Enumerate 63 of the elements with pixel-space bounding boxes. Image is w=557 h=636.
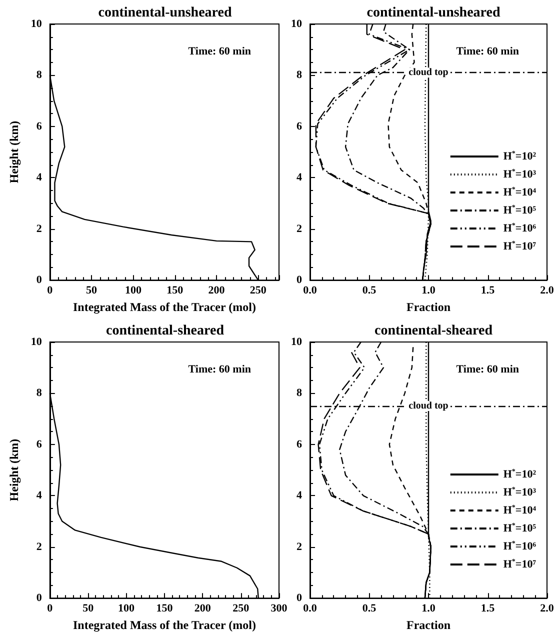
- x-tick-label: 0.0: [303, 602, 318, 615]
- x-tick-label: 200: [194, 602, 212, 615]
- annotation: Time: 60 min: [188, 364, 252, 376]
- x-tick-label: 0.5: [362, 602, 377, 615]
- y-tick-label: 4: [296, 490, 302, 502]
- y-tick-label: 10: [291, 18, 302, 30]
- x-tick-label: 1.0: [422, 602, 436, 615]
- chart-title: continental-unsheared: [98, 6, 232, 20]
- x-tick-label: 1.5: [480, 284, 496, 297]
- y-tick-label: 6: [296, 120, 302, 132]
- y-tick-label: 4: [36, 490, 42, 502]
- x-tick-label: 50: [86, 284, 98, 297]
- y-axis-title: Height (km): [7, 438, 21, 502]
- y-tick-label: 2: [296, 540, 302, 553]
- x-tick-label: 50: [82, 602, 94, 615]
- y-tick-label: 4: [296, 172, 302, 184]
- chart-title: continental-sheared: [106, 324, 224, 338]
- chart-title: continental-sheared: [374, 324, 493, 338]
- x-tick-label: 100: [124, 284, 142, 297]
- x-tick-label: 300: [270, 602, 288, 615]
- x-tick-label: 250: [250, 284, 267, 297]
- y-tick-label: 2: [296, 222, 302, 235]
- x-tick-label: 150: [166, 284, 184, 297]
- y-tick-label: 8: [296, 69, 302, 82]
- y-tick-label: 10: [291, 336, 302, 348]
- y-tick-label: 0: [36, 592, 42, 604]
- y-tick-label: 10: [30, 336, 42, 348]
- ref-line-label: cloud top: [408, 67, 449, 78]
- y-tick-label: 8: [36, 69, 42, 82]
- y-axis-title: Height (km): [7, 120, 21, 184]
- x-tick-label: 0: [47, 284, 54, 297]
- x-axis-title: Integrated Mass of the Tracer (mol): [72, 300, 256, 314]
- x-tick-label: 0.5: [362, 284, 377, 297]
- x-tick-label: 2.0: [540, 284, 554, 297]
- x-tick-label: 1.0: [422, 284, 436, 297]
- chart-title: continental-unsheared: [366, 6, 500, 20]
- x-tick-label: 150: [156, 602, 174, 615]
- y-tick-label: 2: [36, 540, 42, 553]
- annotation: Time: 60 min: [456, 364, 520, 376]
- x-tick-label: 1.5: [480, 602, 496, 615]
- y-tick-label: 0: [296, 592, 302, 604]
- x-axis-title: Integrated Mass of the Tracer (mol): [72, 618, 256, 632]
- y-tick-label: 8: [296, 387, 302, 400]
- annotation: Time: 60 min: [188, 46, 252, 58]
- x-tick-label: 0.0: [303, 284, 318, 297]
- x-tick-label: 250: [232, 602, 250, 615]
- y-tick-label: 10: [30, 18, 42, 30]
- y-tick-label: 4: [36, 172, 42, 184]
- x-tick-label: 0: [47, 602, 54, 615]
- x-tick-label: 100: [118, 602, 136, 615]
- y-tick-label: 8: [36, 387, 42, 400]
- ref-line-label: cloud top: [408, 400, 449, 412]
- x-axis-title: Fraction: [406, 618, 451, 632]
- x-tick-label: 200: [208, 284, 226, 297]
- x-tick-label: 2.0: [540, 602, 554, 615]
- y-tick-label: 2: [36, 222, 42, 235]
- y-tick-label: 0: [36, 274, 42, 286]
- x-axis-title: Fraction: [406, 300, 451, 314]
- annotation: Time: 60 min: [456, 46, 520, 58]
- y-tick-label: 6: [296, 438, 302, 450]
- y-tick-label: 0: [296, 274, 302, 286]
- y-tick-label: 6: [36, 438, 42, 450]
- y-tick-label: 6: [36, 120, 42, 132]
